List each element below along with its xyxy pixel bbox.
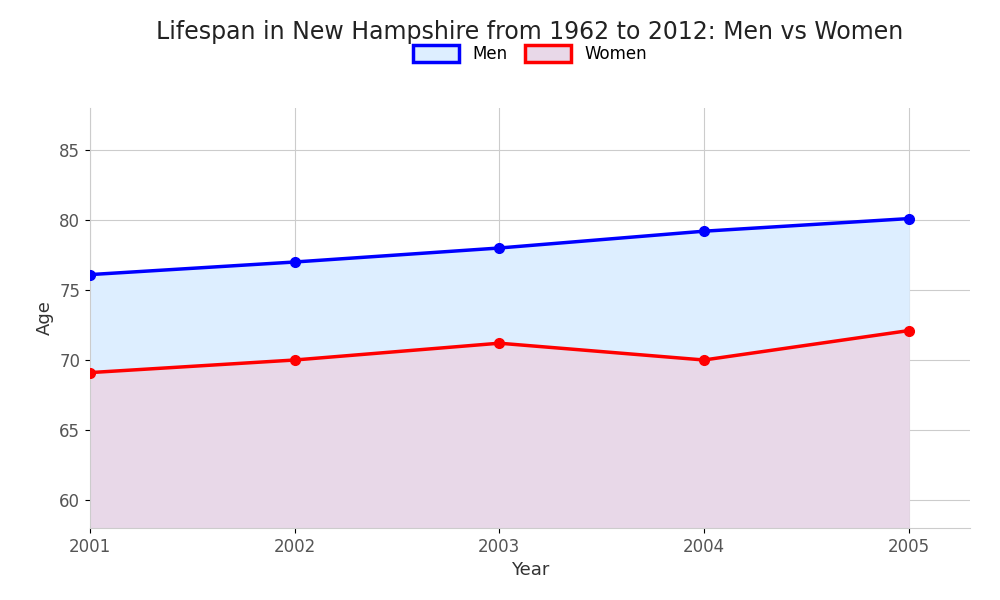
Women: [903, 327, 915, 334]
Women: [493, 340, 505, 347]
Line: Women: Women: [85, 326, 913, 377]
X-axis label: Year: Year: [511, 561, 549, 579]
Line: Men: Men: [85, 214, 913, 280]
Women: [698, 356, 710, 364]
Women: [84, 369, 96, 376]
Men: [698, 227, 710, 235]
Men: [493, 244, 505, 251]
Women: [289, 356, 301, 364]
Men: [289, 259, 301, 266]
Title: Lifespan in New Hampshire from 1962 to 2012: Men vs Women: Lifespan in New Hampshire from 1962 to 2…: [156, 20, 904, 44]
Men: [84, 271, 96, 278]
Y-axis label: Age: Age: [36, 301, 54, 335]
Men: [903, 215, 915, 222]
Legend: Men, Women: Men, Women: [413, 45, 647, 63]
